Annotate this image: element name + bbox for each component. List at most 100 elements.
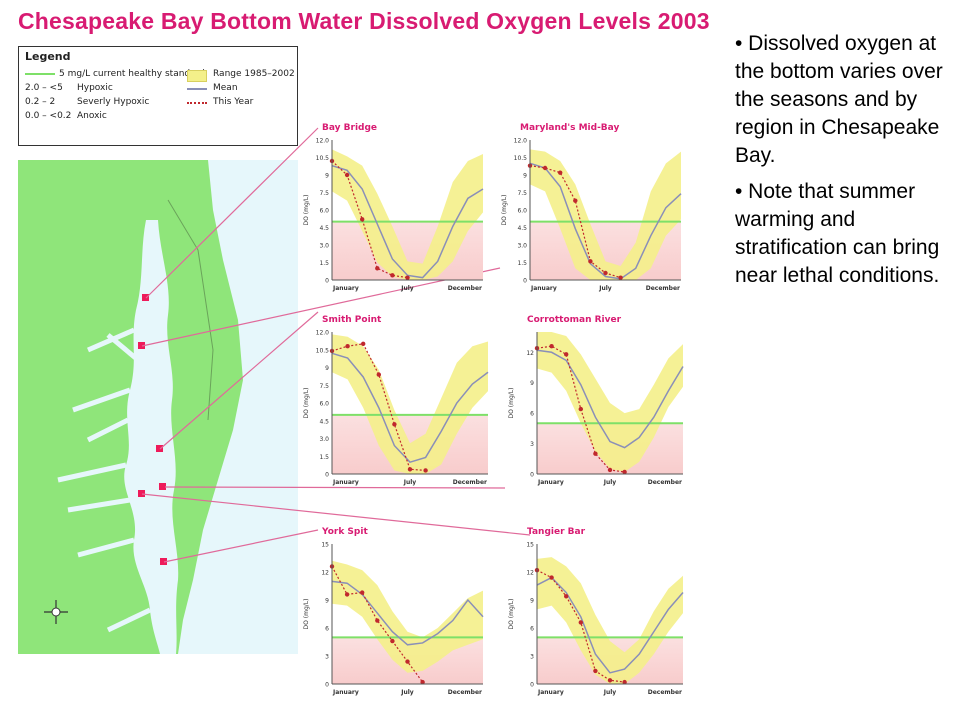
- y-tick-label: 12.0: [316, 138, 330, 145]
- y-tick-label: 6: [530, 626, 534, 633]
- legend-hypoxic-label: Hypoxic: [77, 83, 113, 93]
- chart-title: Tangier Bar: [527, 527, 586, 537]
- bullet-item: • Dissolved oxygen at the bottom varies …: [735, 32, 943, 167]
- this-year-point: [375, 266, 380, 271]
- legend-standard-label: 5 mg/L current healthy standard: [59, 69, 205, 79]
- y-tick-label: 3.0: [517, 243, 527, 250]
- y-tick-label: 12: [321, 570, 329, 577]
- x-tick-label: January: [332, 689, 359, 696]
- x-tick-label: December: [648, 689, 682, 696]
- this-year-point: [407, 467, 413, 472]
- this-year-point: [573, 198, 578, 203]
- this-year-point: [622, 469, 627, 475]
- y-tick-label: 7.5: [319, 383, 329, 390]
- y-tick-label: 4.5: [319, 225, 329, 232]
- chart-tangier-bar: Tangier Bar 15 12 9 6 3 0 DO (mg/L) January July D…: [508, 527, 684, 696]
- this-year-point: [549, 575, 554, 580]
- chart-title: Smith Point: [322, 315, 382, 325]
- this-year-point: [420, 679, 425, 685]
- y-tick-label: 9: [530, 380, 534, 387]
- y-tick-label: 9: [325, 598, 329, 605]
- y-tick-label: 6: [325, 626, 329, 633]
- chart-york-spit: York Spit 15 12 9 6 3 0 DO (mg/L) January July Dec…: [303, 527, 484, 696]
- y-tick-label: 1.5: [517, 260, 527, 267]
- y-tick-label: 3.0: [319, 243, 329, 250]
- x-tick-label: January: [537, 689, 564, 696]
- this-year-point: [588, 259, 593, 264]
- x-tick-label: July: [400, 689, 414, 696]
- y-tick-label: 3: [325, 654, 329, 661]
- y-tick-label: 9: [523, 173, 527, 180]
- x-tick-label: January: [332, 479, 359, 486]
- tributaries: [57, 327, 152, 633]
- legend-range-swatch: [187, 70, 207, 82]
- this-year-point: [607, 678, 613, 683]
- legend-mean-label: Mean: [213, 83, 238, 93]
- y-tick-label: 10.5: [316, 347, 330, 354]
- y-axis-label: DO (mg/L): [508, 388, 515, 419]
- state-border: [167, 199, 214, 421]
- y-tick-label: 0: [325, 472, 329, 479]
- this-year-point: [423, 468, 428, 473]
- this-year-point: [564, 594, 569, 599]
- x-tick-label: December: [453, 479, 487, 486]
- y-axis-label: DO (mg/L): [303, 195, 310, 226]
- legend-anoxic-label: Anoxic: [77, 111, 107, 121]
- y-tick-label: 6: [530, 411, 534, 418]
- legend-this-year-label: This Year: [213, 97, 254, 107]
- y-tick-label: 12: [526, 570, 534, 577]
- x-tick-label: December: [646, 285, 680, 292]
- this-year-point: [376, 372, 381, 377]
- chart-title: Corrottoman River: [527, 315, 622, 325]
- y-tick-label: 6.0: [319, 401, 329, 408]
- range-band: [332, 560, 483, 673]
- this-year-point: [578, 406, 583, 412]
- range-band: [530, 149, 681, 280]
- mean-line: [331, 352, 489, 464]
- chart-corrottoman-river: Corrottoman River 12 9 6 3 0 DO (mg/L) January J…: [508, 315, 684, 486]
- x-tick-label: January: [530, 285, 557, 292]
- y-tick-label: 12.0: [316, 330, 330, 337]
- y-tick-label: 4.5: [517, 225, 527, 232]
- this-year-point: [607, 467, 613, 473]
- y-tick-label: 15: [526, 542, 534, 549]
- chart-bay-bridge: Bay Bridge 12.0 10.5 9 7.5 6.0 4.5 3.0 1.5 0 DO (m…: [303, 123, 484, 292]
- x-tick-label: December: [448, 285, 482, 292]
- x-tick-label: January: [537, 479, 564, 486]
- compass-rose: [44, 600, 68, 624]
- y-tick-label: 7.5: [319, 190, 329, 197]
- chart-title: Maryland's Mid-Bay: [520, 123, 619, 133]
- this-year-point: [344, 172, 350, 178]
- this-year-point: [360, 590, 365, 595]
- bullet-item: • Note that summer warming and stratific…: [735, 180, 940, 287]
- mean-line: [529, 162, 682, 280]
- this-year-point: [390, 638, 395, 644]
- chart-title: Bay Bridge: [322, 123, 377, 133]
- mean-line: [536, 576, 684, 674]
- y-tick-label: 0: [523, 278, 527, 285]
- ocean-area: [178, 160, 298, 654]
- x-tick-label: January: [332, 285, 359, 292]
- y-tick-label: 7.5: [517, 190, 527, 197]
- this-year-point: [405, 659, 410, 664]
- this-year-point: [618, 275, 623, 280]
- this-year-point: [361, 341, 366, 347]
- chart-title: Chesapeake Bay Bottom Water Dissolved Ox…: [18, 8, 710, 34]
- legend: Legend 5 mg/L current healthy standard 2…: [18, 46, 298, 146]
- bullet-list: • Dissolved oxygen at the bottom varies …: [735, 30, 957, 298]
- y-tick-label: 6.0: [319, 208, 329, 215]
- this-year-point: [593, 451, 598, 456]
- y-tick-label: 1.5: [319, 454, 329, 461]
- range-band: [537, 332, 683, 472]
- y-tick-label: 9: [530, 598, 534, 605]
- mean-line: [331, 580, 484, 646]
- y-tick-label: 12.0: [514, 138, 528, 145]
- legend-severe-label: Severly Hypoxic: [77, 97, 150, 107]
- this-year-line: [331, 160, 408, 279]
- legend-standard-swatch: [25, 73, 55, 75]
- bay-water: [124, 220, 179, 654]
- legend-this-year-swatch: [187, 102, 207, 104]
- x-tick-label: December: [448, 689, 482, 696]
- y-tick-label: 3: [530, 441, 534, 448]
- range-band: [332, 334, 488, 474]
